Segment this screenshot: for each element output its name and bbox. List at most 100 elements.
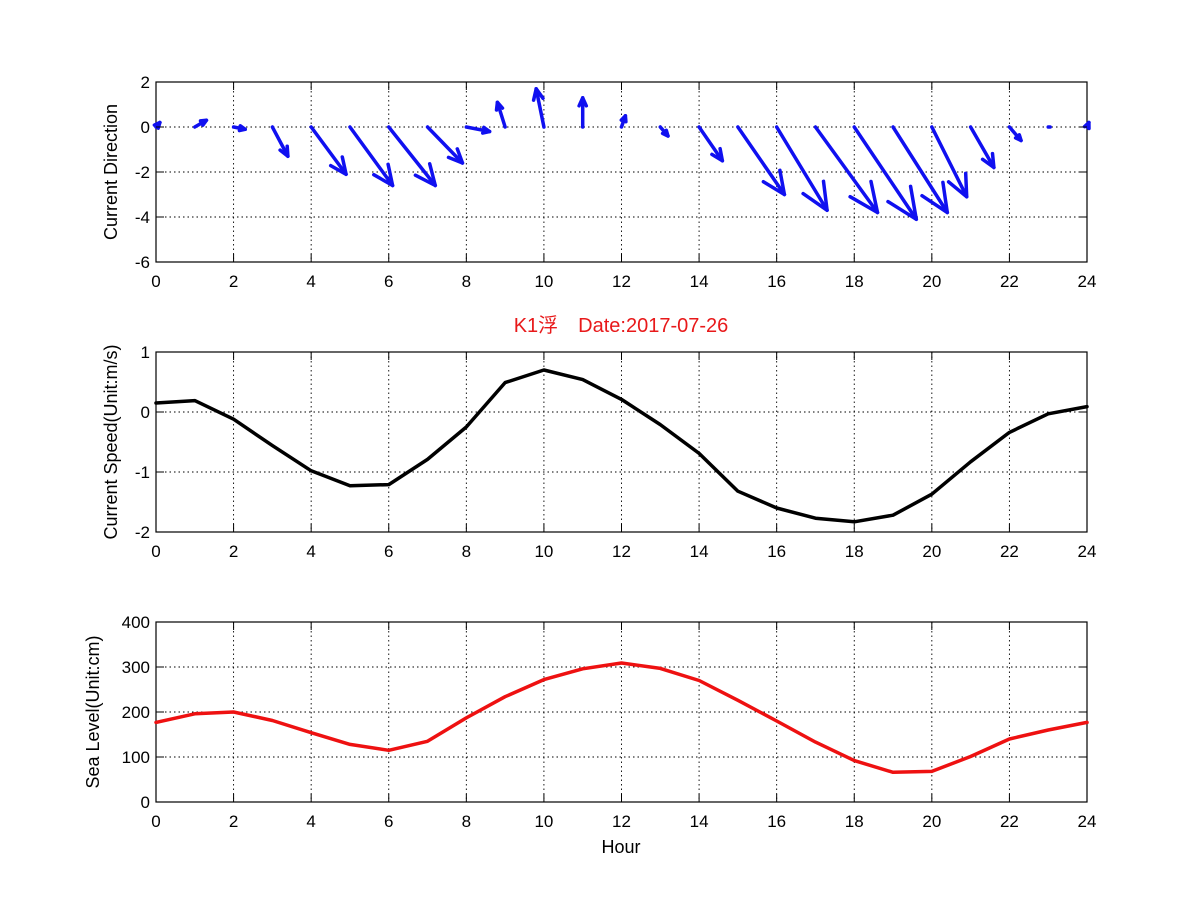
sea-level-y-axis-label: Sea Level(Unit:cm): [83, 635, 103, 788]
sea-level-x-tick-label: 6: [384, 812, 393, 831]
current-speed-x-tick-label: 16: [767, 542, 786, 561]
current-speed-x-tick-label: 0: [151, 542, 160, 561]
current-direction-x-tick-label: 6: [384, 272, 393, 291]
current-direction-x-tick-label: 24: [1078, 272, 1097, 291]
current-direction-arrow: [813, 125, 880, 215]
current-direction-arrow-shaft: [852, 125, 919, 221]
current-speed-y-tick-label: 0: [141, 403, 150, 422]
current-direction-arrow: [494, 100, 507, 129]
current-direction-arrow: [697, 125, 725, 163]
sea-level-x-tick-label: 22: [1000, 812, 1019, 831]
current-direction-arrow-head: [848, 179, 880, 215]
current-speed-panel: 0 2 4 6 8 10 12 14 16 18 20 22 24 -2-101 Current Spe…: [101, 343, 1096, 561]
current-speed-x-tick-label: 14: [690, 542, 709, 561]
current-direction-arrow: [658, 125, 670, 138]
current-speed-x-tick-label: 20: [922, 542, 941, 561]
sea-level-series-line: [154, 661, 1089, 775]
current-speed-y-axis-label: Current Speed(Unit:m/s): [101, 344, 121, 539]
sea-level-x-tick-label: 2: [229, 812, 238, 831]
current-speed-x-tick-label: 22: [1000, 542, 1019, 561]
current-direction-arrow-head: [198, 118, 209, 127]
sea-level-y-tick-label: 400: [122, 613, 150, 632]
current-speed-y-tick-label: -2: [135, 523, 150, 542]
current-direction-arrow-shaft: [813, 125, 880, 215]
sea-level-y-tick-label: 0: [141, 793, 150, 812]
current-speed-x-ticks: 0 2 4 6 8 10 12 14 16 18 20 22 24: [151, 352, 1096, 561]
current-direction-arrow-head: [946, 171, 969, 199]
current-direction-arrow-head: [886, 184, 919, 222]
current-speed-x-tick-label: 8: [462, 542, 471, 561]
current-speed-y-tick-label: -1: [135, 463, 150, 482]
current-direction-arrow: [968, 125, 996, 170]
current-speed-x-tick-label: 12: [612, 542, 631, 561]
current-direction-arrow-head: [801, 179, 829, 213]
current-direction-arrow: [309, 125, 348, 177]
current-direction-arrow-shaft: [425, 125, 465, 165]
sea-level-x-tick-label: 12: [612, 812, 631, 831]
current-direction-arrow: [348, 125, 395, 188]
sea-level-y-tick-label: 100: [122, 748, 150, 767]
current-direction-arrow: [1007, 125, 1023, 143]
sea-level-series: [154, 661, 1089, 775]
current-direction-arrow-head: [278, 144, 290, 159]
current-direction-arrow-shaft: [387, 125, 438, 188]
sea-level-x-tick-label: 20: [922, 812, 941, 831]
current-speed-x-tick-label: 18: [845, 542, 864, 561]
current-speed-series-line: [154, 368, 1089, 524]
sea-level-x-tick-label: 8: [462, 812, 471, 831]
current-direction-arrow-head: [920, 180, 950, 215]
sea-level-x-tick-label: 4: [306, 812, 315, 831]
current-speed-y-ticks: -2 -1 0 1: [135, 343, 1087, 542]
current-direction-arrow-head: [446, 147, 465, 165]
sea-level-x-ticks: 0 2 4 6 8 10 12 14 16 18 20 22 24: [151, 622, 1096, 831]
current-direction-arrow: [774, 125, 829, 213]
current-direction-arrow-head: [660, 128, 670, 138]
current-speed-x-tick-label: 4: [306, 542, 315, 561]
current-direction-arrow-head: [531, 87, 545, 102]
current-direction-arrow-head: [372, 162, 395, 188]
sea-level-x-tick-label: 16: [767, 812, 786, 831]
sea-level-x-tick-label: 10: [534, 812, 553, 831]
sea-level-y-ticks: 0 100 200 300 400: [122, 613, 1087, 812]
figure-title: K1浮 Date:2017-07-26: [514, 314, 729, 337]
current-direction-arrow-head: [980, 151, 996, 170]
sea-level-y-tick-label: 300: [122, 658, 150, 677]
current-direction-arrow: [425, 125, 465, 165]
current-speed-x-tick-label: 10: [534, 542, 553, 561]
current-direction-x-ticks: 0 2 4 6 8 10 12 14 16 18 20 22 24: [151, 82, 1096, 291]
sea-level-x-tick-label: 14: [690, 812, 709, 831]
current-direction-x-tick-label: 12: [612, 272, 631, 291]
current-direction-x-tick-label: 16: [767, 272, 786, 291]
current-direction-arrow-head: [494, 100, 505, 112]
current-direction-arrow-head: [328, 155, 348, 177]
current-direction-arrow-head: [761, 168, 787, 197]
current-direction-arrow: [152, 120, 162, 130]
sea-level-x-tick-label: 18: [845, 812, 864, 831]
current-speed-x-tick-label: 6: [384, 542, 393, 561]
current-direction-arrow-head: [1082, 120, 1091, 131]
current-direction-arrow-head: [619, 114, 628, 124]
current-speed-grid: [156, 352, 1087, 532]
current-direction-arrow: [736, 125, 787, 197]
current-direction-y-tick-label: 0: [141, 118, 150, 137]
current-direction-grid: [156, 82, 1087, 262]
current-direction-arrow-head: [577, 96, 589, 108]
current-direction-arrow-head: [480, 125, 492, 135]
current-direction-panel: 0 2 4 6 8 10 12 14 16 18 20 22 24 -6-4-202 Current D…: [101, 73, 1096, 291]
current-speed-x-tick-label: 2: [229, 542, 238, 561]
current-direction-arrow: [464, 125, 492, 135]
current-direction-arrow-shaft: [697, 125, 725, 163]
sea-level-x-axis-label: Hour: [601, 837, 640, 857]
current-direction-y-tick-label: 2: [141, 73, 150, 92]
current-direction-arrow: [891, 125, 950, 215]
current-direction-arrow-head: [710, 146, 725, 163]
current-direction-y-tick-label: -4: [135, 208, 150, 227]
current-direction-arrow: [270, 125, 290, 159]
current-direction-x-tick-label: 4: [306, 272, 315, 291]
current-direction-arrow-shaft: [736, 125, 787, 197]
current-direction-x-tick-label: 14: [690, 272, 709, 291]
current-direction-arrow-shaft: [930, 125, 969, 199]
current-direction-x-tick-label: 22: [1000, 272, 1019, 291]
current-direction-x-tick-label: 2: [229, 272, 238, 291]
